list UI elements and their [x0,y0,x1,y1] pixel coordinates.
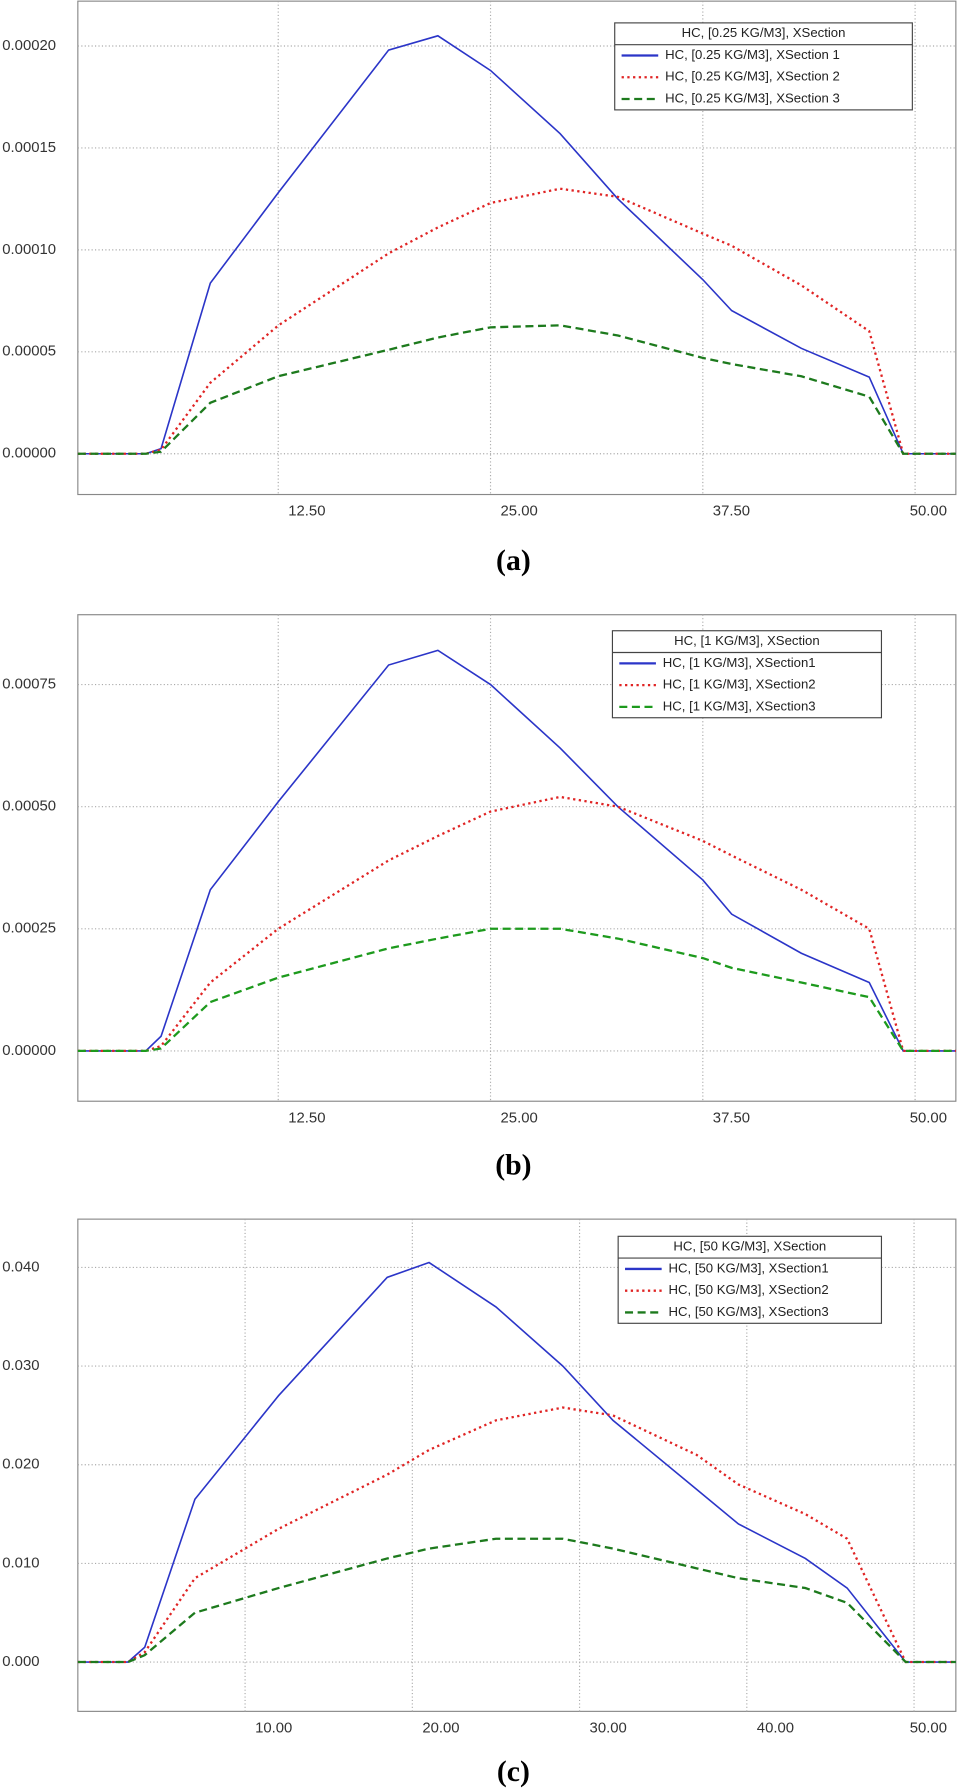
x-tick-label: 12.50 [288,1110,325,1126]
legend-label: HC, [50 KG/M3], XSection2 [669,1282,829,1297]
legend-box [614,22,913,111]
y-tick-label: 0.00015 [2,140,56,156]
x-tick-label: 37.50 [713,1110,750,1126]
legend-label: HC, [0.25 KG/M3], XSection 3 [665,90,840,105]
y-tick-label: 0.00025 [2,921,56,937]
y-tick-label: 0.00010 [2,242,56,258]
x-tick-label: 12.50 [288,504,325,520]
y-tick-label: 0.00020 [2,38,56,54]
x-tick-label: 50.00 [910,1110,947,1126]
y-tick-label: 0.030 [2,1358,39,1374]
y-tick-label: 0.00000 [2,1043,56,1059]
legend-box [617,1235,883,1324]
data-line [77,927,956,1053]
legend-title: HC, [50 KG/M3], XSection [673,1239,826,1254]
y-tick-label: 0.00075 [2,677,56,693]
y-tick-label: 0.000 [2,1654,39,1670]
legend-label: HC, [50 KG/M3], XSection1 [669,1260,829,1275]
y-tick-label: 0.020 [2,1457,39,1473]
x-tick-label: 50.00 [910,504,947,520]
caption: (c) [497,1755,530,1788]
x-tick-label: 25.00 [501,1110,538,1126]
y-tick-label: 0.00050 [2,799,56,815]
data-line [77,34,956,455]
caption: (b) [495,1148,531,1181]
data-line [77,1261,956,1663]
data-line [77,1537,956,1664]
legend-title: HC, [0.25 KG/M3], XSection [682,25,846,40]
y-tick-label: 0.040 [2,1259,39,1275]
legend-label: HC, [0.25 KG/M3], XSection 1 [665,47,840,62]
x-tick-label: 30.00 [590,1720,627,1736]
x-tick-label: 20.00 [422,1720,459,1736]
legend-label: HC, [1 KG/M3], XSection1 [663,655,816,670]
legend-title: HC, [1 KG/M3], XSection [674,633,820,648]
data-line [77,1406,956,1664]
legend-label: HC, [50 KG/M3], XSection3 [669,1304,829,1319]
x-tick-label: 50.00 [910,1720,947,1736]
x-tick-label: 37.50 [713,504,750,520]
x-tick-label: 40.00 [757,1720,794,1736]
legend-label: HC, [1 KG/M3], XSection3 [663,698,816,713]
x-tick-label: 25.00 [501,504,538,520]
y-tick-label: 0.00005 [2,344,56,360]
y-tick-label: 0.00000 [2,446,56,462]
y-tick-label: 0.010 [2,1555,39,1571]
data-line [77,649,956,1052]
legend-box [611,630,883,719]
legend-label: HC, [1 KG/M3], XSection2 [663,677,816,692]
caption: (a) [496,544,531,577]
legend-label: HC, [0.25 KG/M3], XSection 2 [665,69,840,84]
data-line [77,324,956,455]
x-tick-label: 10.00 [255,1720,292,1736]
